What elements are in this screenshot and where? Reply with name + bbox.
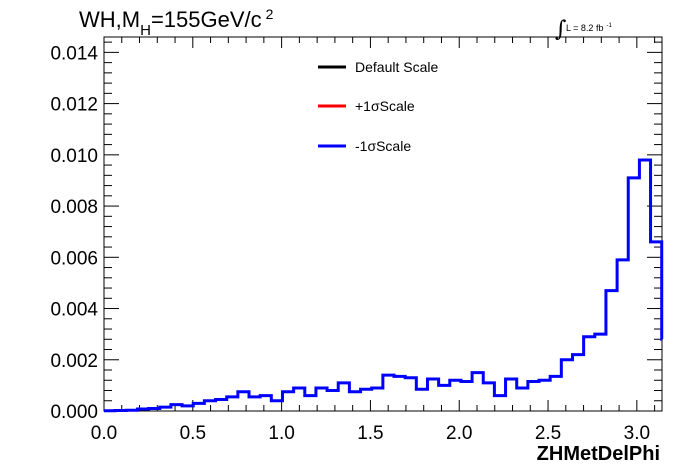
y-tick-label: 0.008	[50, 197, 98, 218]
luminosity-superscript: -1	[606, 23, 612, 29]
x-tick-label: 2.0	[446, 423, 472, 444]
y-tick-label: 0.000	[50, 402, 98, 423]
legend-label-minus: -1σScale	[355, 138, 411, 154]
chart-title: WH,MH=155GeV/c 2	[79, 6, 274, 39]
x-tick-label: 1.5	[357, 423, 383, 444]
x-tick-label: 3.0	[624, 423, 650, 444]
title-superscript: 2	[266, 6, 274, 22]
legend: Default Scale +1σScale -1σScale	[318, 59, 438, 154]
luminosity-text: L = 8.2 fb	[566, 23, 603, 33]
x-axis-label: ZHMetDelPhi	[537, 443, 660, 465]
luminosity-label: L = 8.2 fb -1	[566, 23, 612, 33]
legend-label-plus: +1σScale	[355, 98, 415, 114]
title-prefix: WH,M	[79, 7, 140, 32]
legend-label-default: Default Scale	[355, 59, 438, 75]
series-group	[104, 158, 664, 413]
x-tick-label: 0.5	[180, 423, 206, 444]
y-tick-label: 0.004	[50, 300, 98, 321]
y-tick-label: 0.014	[50, 43, 98, 64]
plot-frame	[103, 36, 663, 412]
title-subscript: H	[140, 22, 151, 39]
x-tick-label: 0.0	[91, 423, 117, 444]
y-tick-label: 0.010	[50, 146, 98, 167]
x-axis: 0.0 0.5 1.0 1.5 2.0 2.5 3.0	[91, 37, 656, 444]
x-tick-label: 1.0	[268, 423, 294, 444]
integral-symbol: ∫	[555, 17, 567, 42]
x-tick-label: 2.5	[535, 423, 561, 444]
title-main: =155GeV/c	[151, 7, 262, 32]
y-axis: 0.000 0.002 0.004 0.006 0.008 0.010 0.012 0.014	[50, 41, 662, 423]
y-tick-label: 0.002	[50, 351, 98, 372]
y-tick-label: 0.012	[50, 95, 98, 116]
y-tick-label: 0.006	[50, 248, 98, 269]
series-line	[104, 158, 664, 413]
